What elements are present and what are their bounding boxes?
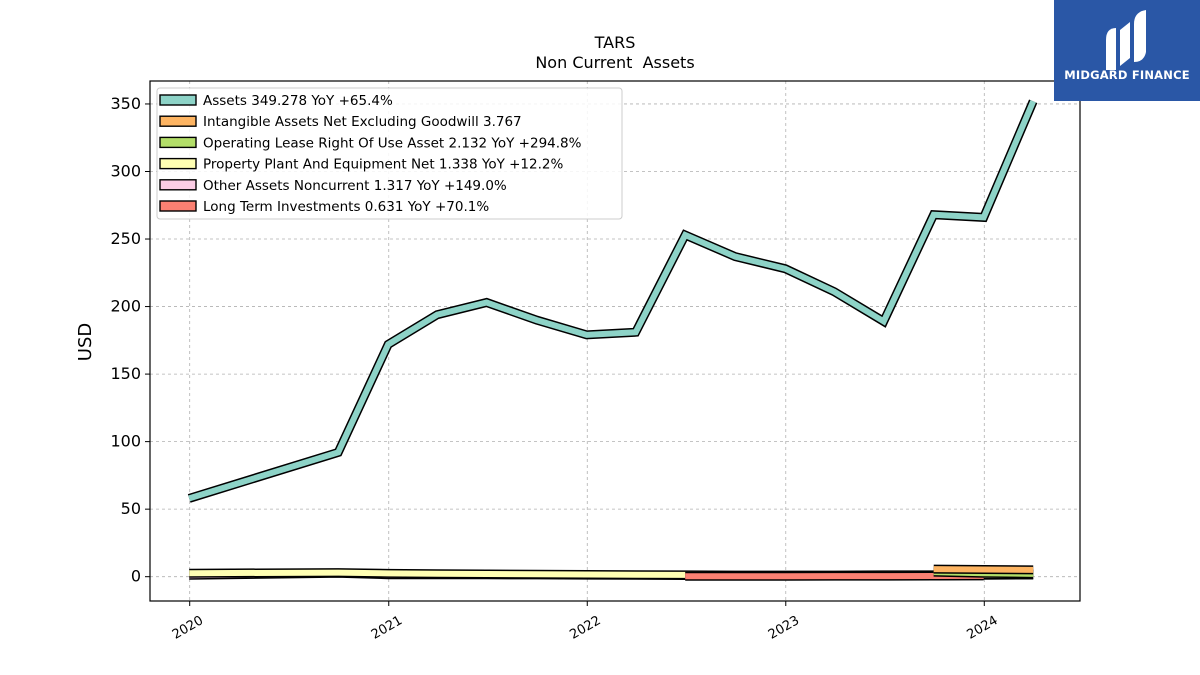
plot-frame — [149, 80, 1081, 602]
legend: Assets 349.278 YoY +65.4% Intangible Asse… — [156, 87, 623, 220]
series-layer — [187, 99, 1038, 581]
legend-label: Other Assets Noncurrent 1.317 YoY +149.0… — [203, 178, 507, 194]
logo-text: MIDGARD FINANCE — [1064, 68, 1190, 82]
legend-swatch — [159, 157, 197, 170]
x-tick-label: 2021 — [369, 613, 405, 643]
midgard-finance-logo: MIDGARD FINANCE — [1054, 0, 1200, 101]
x-tick-label: 2024 — [964, 613, 1000, 643]
chart-subtitle: Non Current Assets — [535, 53, 694, 72]
legend-swatch — [159, 200, 197, 212]
series-line — [188, 100, 1036, 502]
series-line — [933, 566, 1034, 573]
y-tick-label: 150 — [110, 364, 141, 383]
x-tick-label: 2023 — [766, 613, 802, 643]
x-tick-label: 2020 — [170, 613, 206, 643]
legend-label: Long Term Investments 0.631 YoY +70.1% — [203, 199, 489, 215]
y-tick-label: 300 — [110, 161, 141, 180]
legend-swatch — [159, 94, 197, 106]
series-0 — [187, 99, 1038, 503]
y-tick-label: 250 — [110, 229, 141, 248]
legend-swatch — [159, 179, 197, 191]
legend-swatch — [159, 115, 197, 127]
y-tick-label: 100 — [110, 432, 141, 451]
legend-label: Property Plant And Equipment Net 1.338 Y… — [203, 157, 563, 173]
legend-label: Assets 349.278 YoY +65.4% — [203, 93, 393, 109]
legend-label: Operating Lease Right Of Use Asset 2.132… — [203, 135, 582, 151]
x-tick-label: 2022 — [567, 613, 603, 643]
chart-title: TARS — [594, 33, 636, 52]
y-tick-label: 0 — [131, 567, 141, 586]
y-tick-label: 200 — [110, 297, 141, 316]
series-1 — [933, 564, 1034, 575]
legend-box — [156, 87, 623, 220]
legend-label: Intangible Assets Net Excluding Goodwill… — [203, 114, 522, 130]
y-tick-label: 350 — [110, 94, 141, 113]
y-tick-label: 50 — [121, 499, 141, 518]
legend-swatch — [159, 136, 197, 149]
logo-mark-icon — [1106, 10, 1146, 70]
y-axis-label: USD — [75, 323, 96, 361]
